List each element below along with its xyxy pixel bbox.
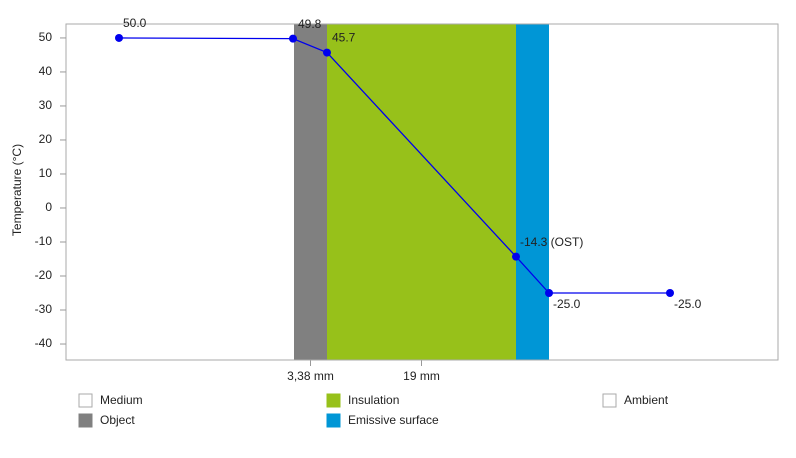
data-point: [115, 33, 123, 42]
legend-label: Insulation: [348, 393, 399, 407]
series-line: [118, 37, 670, 294]
plot-frame: [65, 23, 779, 361]
y-tick-label: -20: [35, 268, 53, 282]
data-point: [545, 289, 553, 298]
layer: [516, 24, 549, 360]
data-label: -14.3 (OST): [520, 235, 583, 249]
y-tick-label: -40: [35, 336, 53, 350]
legend-label: Medium: [100, 393, 143, 407]
x-tick-label: 3,38 mm: [287, 369, 334, 383]
x-tick-label: 19 mm: [403, 369, 440, 383]
y-tick-label: 10: [39, 166, 53, 180]
legend-swatch: [602, 393, 617, 408]
data-point: [323, 48, 331, 57]
data-label: -25.0: [553, 297, 581, 311]
legend-swatch: [326, 413, 341, 428]
y-tick-label: -30: [35, 302, 53, 316]
y-tick-label: 20: [39, 132, 53, 146]
y-tick-label: 30: [39, 98, 53, 112]
legend-swatch: [78, 413, 93, 428]
y-tick-label: 40: [39, 64, 53, 78]
layer: [327, 24, 516, 360]
legend-swatch: [326, 393, 341, 408]
legend-label: Object: [100, 413, 135, 427]
data-label: 50.0: [123, 16, 147, 30]
y-tick-label: 0: [45, 200, 52, 214]
y-axis-label: Temperature (°C): [10, 144, 24, 236]
data-label: -25.0: [674, 297, 702, 311]
data-point: [289, 34, 297, 43]
legend-label: Emissive surface: [348, 413, 439, 427]
y-tick-label: -10: [35, 234, 53, 248]
data-label: 49.8: [298, 17, 322, 31]
y-tick-label: 50: [39, 30, 53, 44]
data-point: [666, 289, 674, 298]
data-point: [512, 252, 520, 261]
layer: [294, 24, 327, 360]
legend-label: Ambient: [624, 393, 669, 407]
data-label: 45.7: [332, 31, 356, 45]
legend-swatch: [78, 393, 93, 408]
